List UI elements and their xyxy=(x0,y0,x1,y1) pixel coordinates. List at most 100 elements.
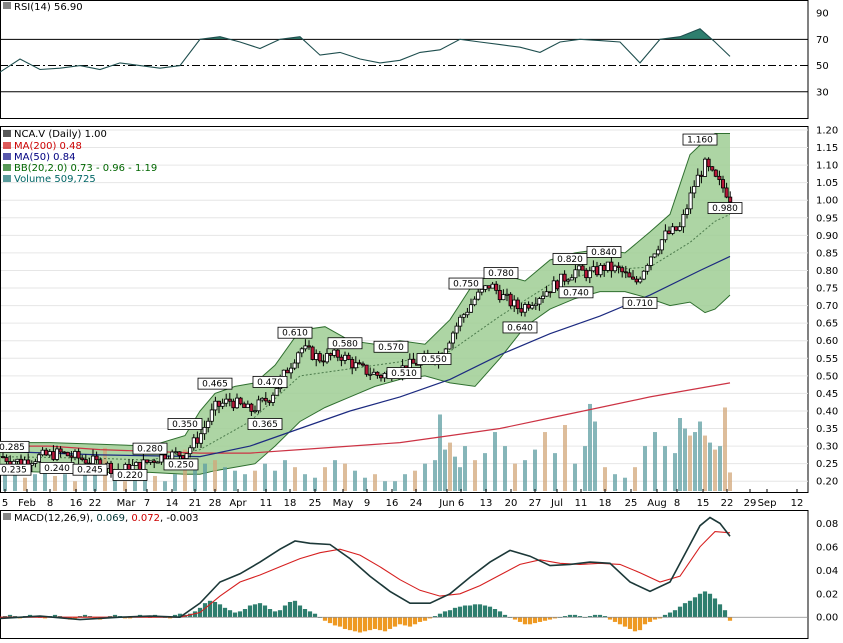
candle-body xyxy=(76,451,81,459)
candle-body xyxy=(634,278,639,283)
candle-body xyxy=(458,316,463,327)
price-tag-box xyxy=(327,337,363,350)
candle-body xyxy=(317,353,322,362)
candle-body xyxy=(598,264,603,276)
legends: RSI(14) 56.90 NCA.V (Daily) 1.00 MA(200)… xyxy=(14,2,199,524)
volume-bar xyxy=(243,474,247,491)
candle-body xyxy=(450,332,455,344)
candle-body xyxy=(710,166,715,171)
volume-bar xyxy=(633,467,637,491)
candle-body xyxy=(519,308,524,313)
x-tick-label: 21 xyxy=(189,498,202,509)
price-tag-label: 0.640 xyxy=(507,323,533,333)
candle-body xyxy=(548,291,553,294)
candle-body xyxy=(562,273,567,282)
volume-bar xyxy=(643,446,647,491)
macd-histogram-bar xyxy=(657,617,663,619)
bollinger-upper-line xyxy=(0,133,730,447)
candle-body xyxy=(584,269,589,279)
macd-histogram-bar xyxy=(707,593,713,618)
price-tag-label: 0.740 xyxy=(563,288,589,298)
candle-body xyxy=(353,362,358,369)
volume-bar xyxy=(593,421,597,491)
macd-histogram-bar xyxy=(487,606,493,618)
price-legend-bb: BB(20,2.0) 0.73 - 0.96 - 1.19 xyxy=(14,163,157,174)
price-tag-box xyxy=(682,133,718,146)
price-tag-box xyxy=(0,463,32,476)
macd-histogram-bar xyxy=(292,600,298,618)
x-tick-label: 27 xyxy=(529,498,542,509)
volume-bar xyxy=(623,477,627,491)
price-tag-box xyxy=(558,286,594,299)
macd-histogram-bar xyxy=(537,617,543,622)
macd-histogram-bar xyxy=(307,611,313,618)
macd-histogram-bar xyxy=(257,603,263,618)
volume-bar xyxy=(683,428,687,491)
candle-body xyxy=(580,265,585,271)
volume-bar xyxy=(93,474,97,491)
price-tick-label: 0.25 xyxy=(816,459,838,470)
price-tag-box xyxy=(197,377,233,390)
price-legend-ma200: MA(200) 0.48 xyxy=(14,141,82,152)
macd-histogram-bar xyxy=(7,614,13,618)
candle-body xyxy=(638,278,643,283)
macd-histogram-bar xyxy=(337,617,343,627)
macd-histogram-bar xyxy=(387,617,393,629)
candle-body xyxy=(310,346,315,360)
macd-histogram-bar xyxy=(722,610,728,618)
rsi-line xyxy=(0,28,731,73)
macd-histogram-bar xyxy=(517,617,523,622)
price-tag-box xyxy=(277,326,313,339)
volume-bar xyxy=(303,474,307,491)
candle-body xyxy=(299,348,304,354)
macd-histogram-bar xyxy=(52,614,58,618)
candle-body xyxy=(285,369,290,374)
price-tag-label: 0.610 xyxy=(282,329,308,339)
volume-bar xyxy=(718,446,722,491)
macd-histogram-bar xyxy=(342,617,348,629)
macd-histogram-bar xyxy=(512,617,518,620)
candle-body xyxy=(627,272,632,278)
price-tag-label: 0.570 xyxy=(378,343,404,353)
candle-body xyxy=(663,230,668,241)
volume-bar xyxy=(293,467,297,491)
candle-body xyxy=(335,349,340,358)
volume-bar xyxy=(653,432,657,491)
price-tag-label: 0.235 xyxy=(1,466,27,476)
legend-swatch xyxy=(3,175,11,182)
candle-body xyxy=(44,449,49,456)
candle-body xyxy=(188,447,193,455)
candle-body xyxy=(703,158,708,177)
macd-histogram-bar xyxy=(497,611,503,618)
volume-bar xyxy=(33,474,37,491)
macd-histogram-bar xyxy=(362,617,368,632)
x-tick-label: 25 xyxy=(309,498,322,509)
candle-body xyxy=(260,397,265,401)
x-tick-label: 8 xyxy=(674,498,680,509)
volume-bar xyxy=(163,481,167,491)
candle-body xyxy=(447,342,452,350)
macd-tick-label: 0.00 xyxy=(816,613,838,624)
candle-body xyxy=(238,397,243,405)
x-tick-label: Jun xyxy=(438,498,455,509)
candle-body xyxy=(670,226,675,234)
volume-bar xyxy=(313,477,317,491)
price-tick-label: 0.45 xyxy=(816,389,838,400)
volume-bar xyxy=(663,446,667,491)
macd-legend: MACD(12,26,9), 0.069, 0.072, -0.003 xyxy=(14,513,199,524)
volume-bar xyxy=(553,453,557,491)
price-tag-label: 0.285 xyxy=(0,443,25,453)
volume-bar xyxy=(53,475,57,491)
volume-bar xyxy=(343,463,347,491)
candle-body xyxy=(515,299,520,310)
volume-bar xyxy=(283,460,287,491)
candle-body xyxy=(213,400,218,411)
x-tick-label: 12 xyxy=(791,498,804,509)
candle-body xyxy=(173,451,178,454)
price-tag-box xyxy=(552,253,588,265)
macd-histogram-bar xyxy=(727,617,733,621)
macd-histogram-bar xyxy=(677,606,683,618)
macd-histogram-bar xyxy=(367,617,373,631)
x-tick-label: 14 xyxy=(166,498,179,509)
